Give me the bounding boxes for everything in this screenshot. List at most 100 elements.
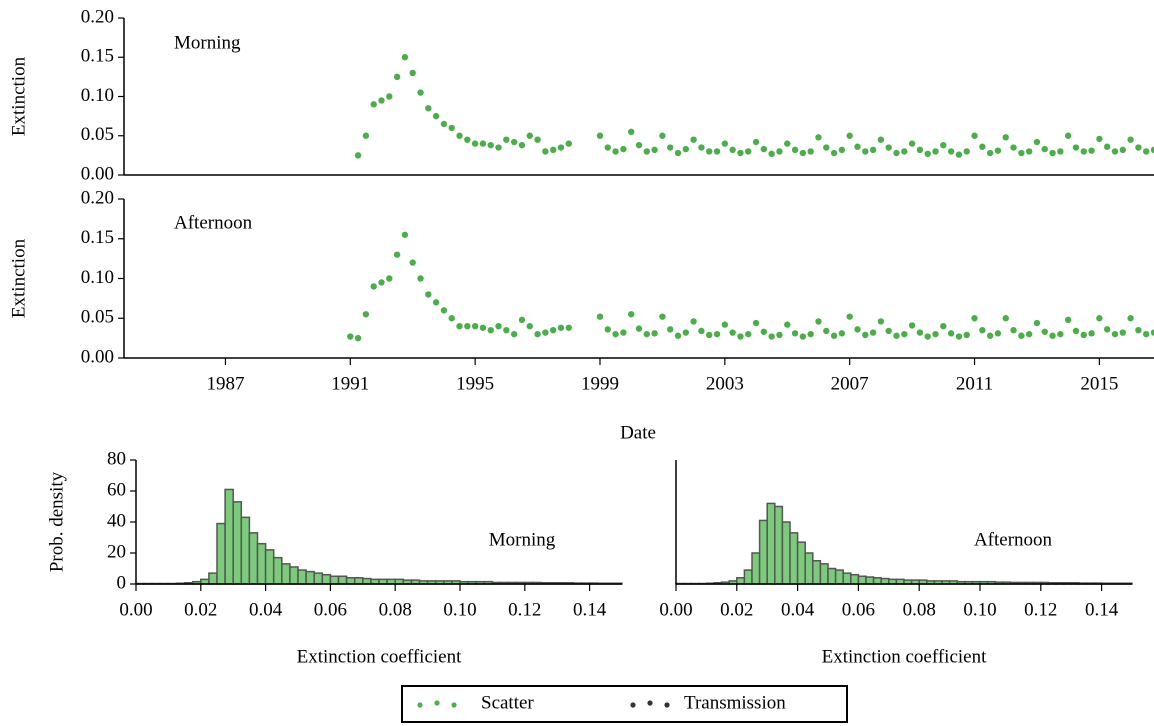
data-point [807, 148, 814, 155]
histogram-bar [796, 541, 806, 585]
data-point [682, 145, 690, 153]
data-point [1049, 149, 1056, 157]
data-point [784, 140, 791, 147]
data-point [354, 152, 362, 159]
x-tick-label: 0.14 [1085, 599, 1119, 620]
data-point [432, 112, 440, 120]
data-point [635, 325, 643, 332]
data-point [877, 136, 885, 143]
data-point [947, 148, 955, 155]
data-point [1057, 148, 1064, 155]
data-point [1080, 148, 1087, 155]
data-point [690, 318, 697, 325]
x-tick-label: 0.10 [963, 599, 996, 620]
x-tick-label: 0.06 [314, 599, 347, 620]
data-point [667, 326, 674, 333]
histogram-bar [240, 516, 251, 585]
data-point [862, 331, 869, 339]
data-point [1033, 319, 1041, 327]
data-point [674, 332, 682, 339]
data-point [409, 69, 416, 77]
y-tick-label: 0.15 [81, 227, 114, 248]
y-tick-label: 0.00 [81, 346, 114, 367]
data-point [362, 311, 370, 318]
data-point [815, 318, 822, 325]
data-point [464, 323, 471, 330]
legend-marker [647, 700, 653, 706]
y-tick-label: 0.15 [81, 46, 114, 67]
data-point [869, 329, 877, 336]
data-point [557, 144, 565, 151]
histogram-bar [812, 560, 822, 585]
data-point [791, 330, 799, 337]
data-point [791, 146, 799, 154]
y-axis-label: Prob. density [46, 471, 67, 572]
data-point [620, 145, 627, 153]
data-point [479, 324, 487, 331]
data-point [456, 132, 463, 139]
data-point [823, 144, 830, 151]
data-point [721, 140, 729, 147]
data-point [1033, 138, 1041, 146]
x-tick-label: 2007 [831, 373, 869, 394]
histogram-bar [264, 549, 275, 585]
data-point [776, 148, 783, 155]
histogram-bar [232, 501, 243, 585]
y-tick-label: 80 [107, 448, 126, 469]
data-point [534, 330, 541, 338]
histogram-bar [353, 577, 364, 585]
data-point [932, 148, 939, 155]
data-point [674, 149, 682, 157]
data-point [409, 259, 416, 266]
data-point [378, 279, 385, 286]
data-point [1010, 144, 1017, 151]
data-point [565, 324, 572, 331]
data-point [503, 326, 510, 334]
data-point [916, 146, 924, 154]
y-axis-label: Extinction [8, 238, 29, 318]
histogram-bar [281, 563, 291, 585]
data-point [986, 149, 994, 157]
x-tick-label: 0.08 [903, 599, 936, 620]
data-point [1002, 315, 1009, 322]
data-point [1088, 330, 1095, 337]
histogram-bar [743, 569, 753, 585]
data-point [659, 132, 666, 139]
data-point [401, 231, 409, 238]
histogram-bar [880, 577, 890, 585]
data-point [830, 149, 838, 157]
x-axis-label: Extinction coefficient [297, 646, 463, 667]
legend-marker [417, 702, 423, 708]
legend-marker [630, 702, 636, 708]
histogram-bar [337, 575, 348, 585]
data-point [1119, 329, 1126, 336]
data-point [776, 331, 783, 339]
data-point [854, 326, 861, 333]
x-tick-label: 0.10 [443, 599, 476, 620]
data-point [659, 313, 666, 320]
data-point [1041, 145, 1048, 153]
data-point [1103, 143, 1111, 150]
histogram-bar [804, 552, 814, 585]
x-tick-label: 0.08 [379, 599, 412, 620]
data-point [604, 326, 611, 333]
annotation: Morning [489, 529, 556, 550]
data-point [1119, 146, 1126, 154]
data-point [760, 145, 768, 153]
data-point [448, 315, 455, 322]
y-tick-label: 0.10 [81, 267, 114, 288]
data-point [854, 143, 861, 150]
data-point [401, 54, 409, 61]
data-point [690, 136, 697, 143]
x-tick-label: 0.04 [781, 599, 815, 620]
data-point [612, 330, 619, 338]
data-point [495, 144, 502, 151]
data-point [971, 315, 978, 322]
data-point [596, 313, 604, 320]
data-point [799, 149, 807, 157]
data-point [698, 327, 705, 335]
data-point [612, 148, 619, 155]
y-tick-label: 40 [107, 510, 126, 531]
data-point [526, 132, 533, 139]
data-point [893, 149, 900, 157]
